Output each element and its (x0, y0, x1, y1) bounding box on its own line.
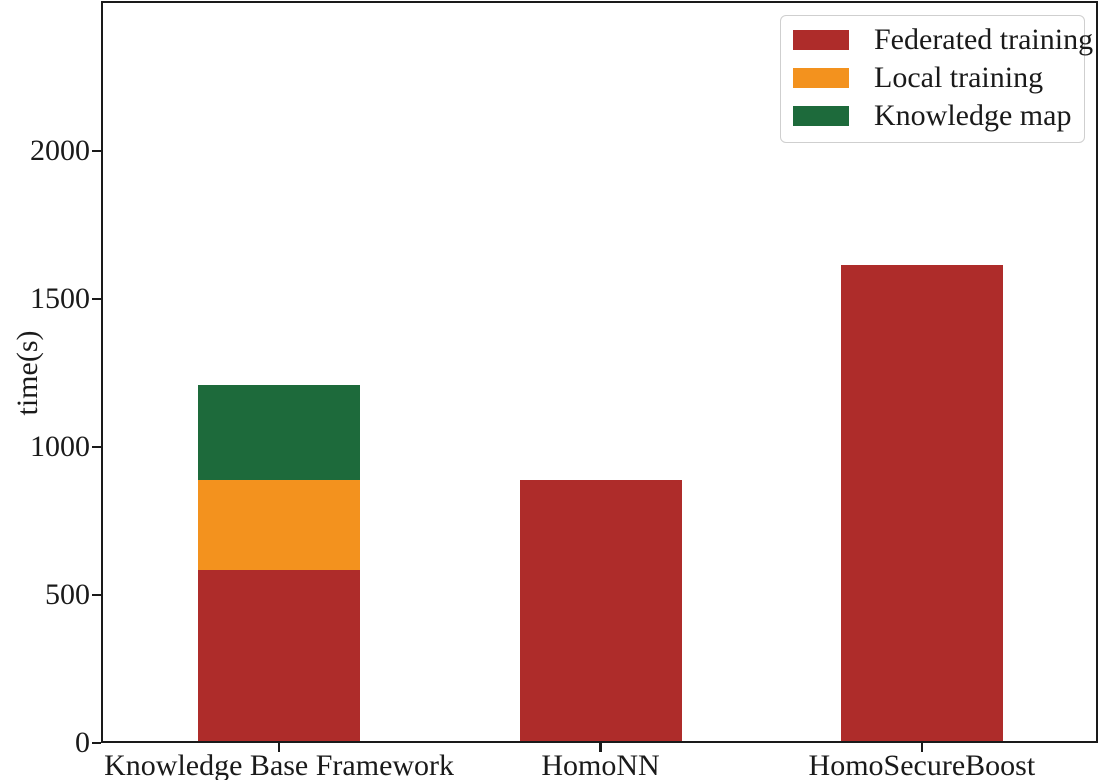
y-tick-label: 0 (75, 726, 90, 759)
y-tick-label: 1500 (30, 282, 90, 315)
legend-label: Knowledge map (874, 99, 1072, 132)
legend-swatch-local-training (793, 68, 849, 88)
x-tick-label-knowledge-base-framework: Knowledge Base Framework (104, 749, 455, 780)
x-tick (920, 743, 924, 752)
x-tick-label-homosecureboost: HomoSecureBoost (808, 749, 1036, 780)
bar-knowledge-base-framework-federated-training (198, 569, 361, 743)
bar-knowledge-base-framework-local-training (198, 479, 361, 570)
bar-homosecureboost-federated-training (840, 264, 1003, 743)
legend-label: Federated training (874, 23, 1094, 56)
legend-label: Local training (874, 61, 1044, 94)
y-tick (92, 445, 101, 449)
y-tick (92, 741, 101, 745)
legend-swatch-knowledge-map (793, 106, 849, 126)
bar-knowledge-base-framework-knowledge-map (198, 384, 361, 480)
y-tick-label: 500 (45, 578, 90, 611)
legend: Federated training Local training Knowledg… (780, 15, 1093, 143)
y-tick (92, 593, 101, 597)
legend-item-federated-training: Federated training (781, 21, 1093, 59)
legend-item-local-training: Local training (781, 59, 1084, 97)
legend-item-knowledge-map: Knowledge map (781, 97, 1084, 135)
x-tick (277, 743, 281, 752)
x-tick-label-homonn: HomoNN (541, 749, 660, 780)
y-tick (92, 297, 101, 301)
y-tick-label: 1000 (30, 430, 90, 463)
y-axis-label: time(s) (11, 330, 44, 416)
legend-swatch-federated-training (793, 30, 849, 50)
y-tick (92, 149, 101, 153)
y-tick-label: 2000 (30, 134, 90, 167)
x-tick (599, 743, 602, 752)
bar-homonn-federated-training (519, 479, 682, 743)
